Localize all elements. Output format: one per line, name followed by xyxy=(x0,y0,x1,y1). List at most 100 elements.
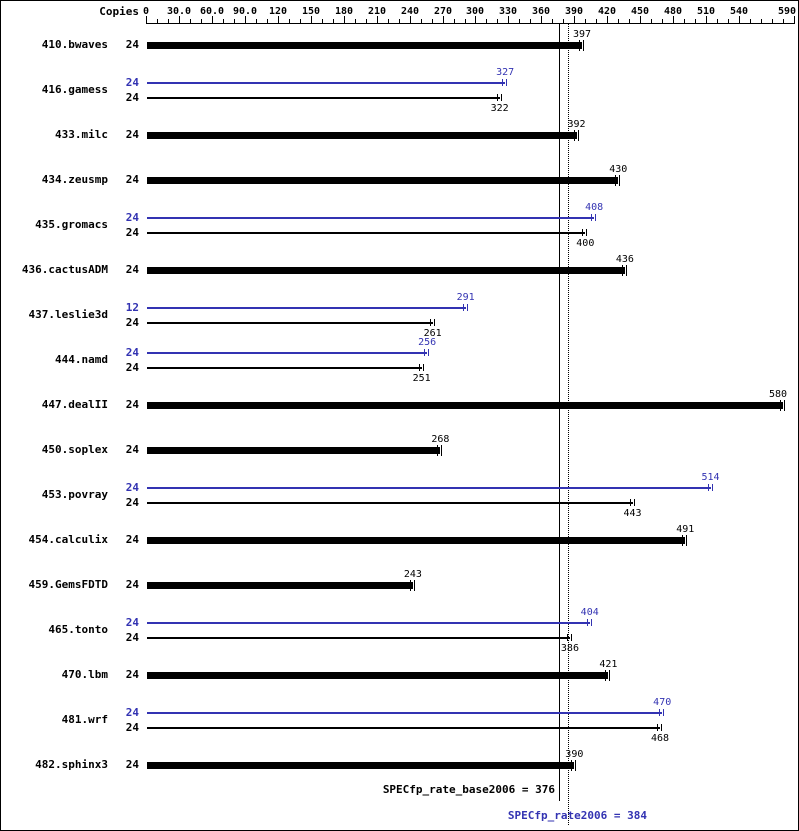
base-mean-line xyxy=(559,23,560,801)
axis-minor-tick xyxy=(695,19,696,23)
axis-minor-tick xyxy=(651,19,652,23)
peak-copies-value: 24 xyxy=(125,480,139,494)
base-bar xyxy=(147,501,633,504)
benchmark-label: 433.milc xyxy=(55,128,108,141)
error-marker xyxy=(629,499,635,506)
axis-minor-tick xyxy=(190,19,191,23)
axis-tick-label: 270 xyxy=(433,6,453,17)
axis-minor-tick xyxy=(168,19,169,23)
benchmark-label: 410.bwaves xyxy=(41,38,108,51)
base-copies-value: 24 xyxy=(125,443,139,456)
base-value-label: 400 xyxy=(576,237,595,249)
base-bar xyxy=(147,636,570,639)
base-copies-value: 24 xyxy=(125,225,139,239)
base-copies-value: 24 xyxy=(125,315,139,329)
base-value-label: 322 xyxy=(490,102,509,114)
base-copies-value: 24 xyxy=(125,758,139,771)
peak-summary-label: SPECfp_rate2006 = 384 xyxy=(507,809,647,822)
axis-major-tick xyxy=(344,16,345,23)
benchmark-label: 444.namd xyxy=(55,353,108,366)
peak-bar xyxy=(147,81,506,84)
base-bar xyxy=(147,176,619,184)
axis-major-tick xyxy=(410,16,411,23)
base-value-label: 390 xyxy=(565,749,584,760)
axis-minor-tick xyxy=(761,19,762,23)
axis-minor-tick xyxy=(662,19,663,23)
base-value-label: 580 xyxy=(768,389,788,400)
base-copies-value: 24 xyxy=(125,398,139,411)
axis-minor-tick xyxy=(530,19,531,23)
axis-minor-tick xyxy=(421,19,422,23)
error-marker xyxy=(582,229,588,236)
benchmark-label: 482.sphinx3 xyxy=(35,758,108,771)
axis-major-tick xyxy=(278,16,279,23)
peak-value-label: 408 xyxy=(585,201,604,213)
base-value-label: 261 xyxy=(423,327,442,339)
axis-minor-tick xyxy=(322,19,323,23)
base-value-label: 268 xyxy=(431,434,450,445)
peak-value-label: 327 xyxy=(496,66,515,78)
base-value-label: 468 xyxy=(650,732,670,744)
base-copies-value: 24 xyxy=(125,720,139,734)
base-value-label: 397 xyxy=(572,29,592,40)
base-bar xyxy=(147,131,577,139)
axis-minor-tick xyxy=(772,19,773,23)
error-marker xyxy=(579,39,585,51)
base-bar xyxy=(147,41,583,49)
base-copies-value: 24 xyxy=(125,128,139,141)
base-bar xyxy=(147,761,575,769)
axis-minor-tick xyxy=(432,19,433,23)
axis-tick-label: 90.0 xyxy=(232,6,258,17)
axis-tick-label: 120 xyxy=(268,6,288,17)
axis-major-tick xyxy=(794,16,795,23)
axis-minor-tick xyxy=(552,19,553,23)
error-marker xyxy=(586,619,592,626)
axis-major-tick xyxy=(607,16,608,23)
peak-copies-value: 24 xyxy=(125,210,139,224)
axis-minor-tick xyxy=(355,19,356,23)
axis-minor-tick xyxy=(486,19,487,23)
peak-value-label: 470 xyxy=(653,696,672,708)
benchmark-label: 450.soplex xyxy=(41,443,108,456)
axis-minor-tick xyxy=(454,19,455,23)
error-marker xyxy=(418,364,424,371)
peak-bar xyxy=(147,216,595,219)
axis-end-label: 590 xyxy=(777,6,796,17)
axis-tick-label: 210 xyxy=(367,6,387,17)
axis-major-tick xyxy=(673,16,674,23)
axis-minor-tick xyxy=(234,19,235,23)
base-bar xyxy=(147,366,422,369)
axis-tick-label: 150 xyxy=(301,6,321,17)
base-bar xyxy=(147,446,441,454)
base-copies-value: 24 xyxy=(125,263,139,276)
base-copies-value: 24 xyxy=(125,578,139,591)
error-marker xyxy=(496,94,502,101)
peak-copies-value: 12 xyxy=(125,300,139,314)
axis-minor-tick xyxy=(750,19,751,23)
axis-minor-tick xyxy=(333,19,334,23)
axis-major-tick xyxy=(739,16,740,23)
base-copies-value: 24 xyxy=(125,38,139,51)
base-copies-value: 24 xyxy=(125,360,139,374)
axis-minor-tick xyxy=(728,19,729,23)
error-marker xyxy=(621,264,627,276)
axis-minor-tick xyxy=(497,19,498,23)
axis-major-tick xyxy=(311,16,312,23)
axis-minor-tick xyxy=(223,19,224,23)
base-copies-value: 24 xyxy=(125,668,139,681)
axis-major-tick xyxy=(146,16,147,23)
base-copies-value: 24 xyxy=(125,90,139,104)
axis-minor-tick xyxy=(596,19,597,23)
axis-minor-tick xyxy=(201,19,202,23)
error-marker xyxy=(657,724,662,731)
peak-bar xyxy=(147,306,466,309)
base-value-label: 436 xyxy=(615,254,634,265)
error-marker xyxy=(682,534,688,546)
base-bar xyxy=(147,726,660,729)
axis-major-tick xyxy=(706,16,707,23)
peak-copies-value: 24 xyxy=(125,705,139,719)
error-marker xyxy=(437,444,443,456)
base-bar xyxy=(147,231,586,234)
axis-minor-tick xyxy=(399,19,400,23)
